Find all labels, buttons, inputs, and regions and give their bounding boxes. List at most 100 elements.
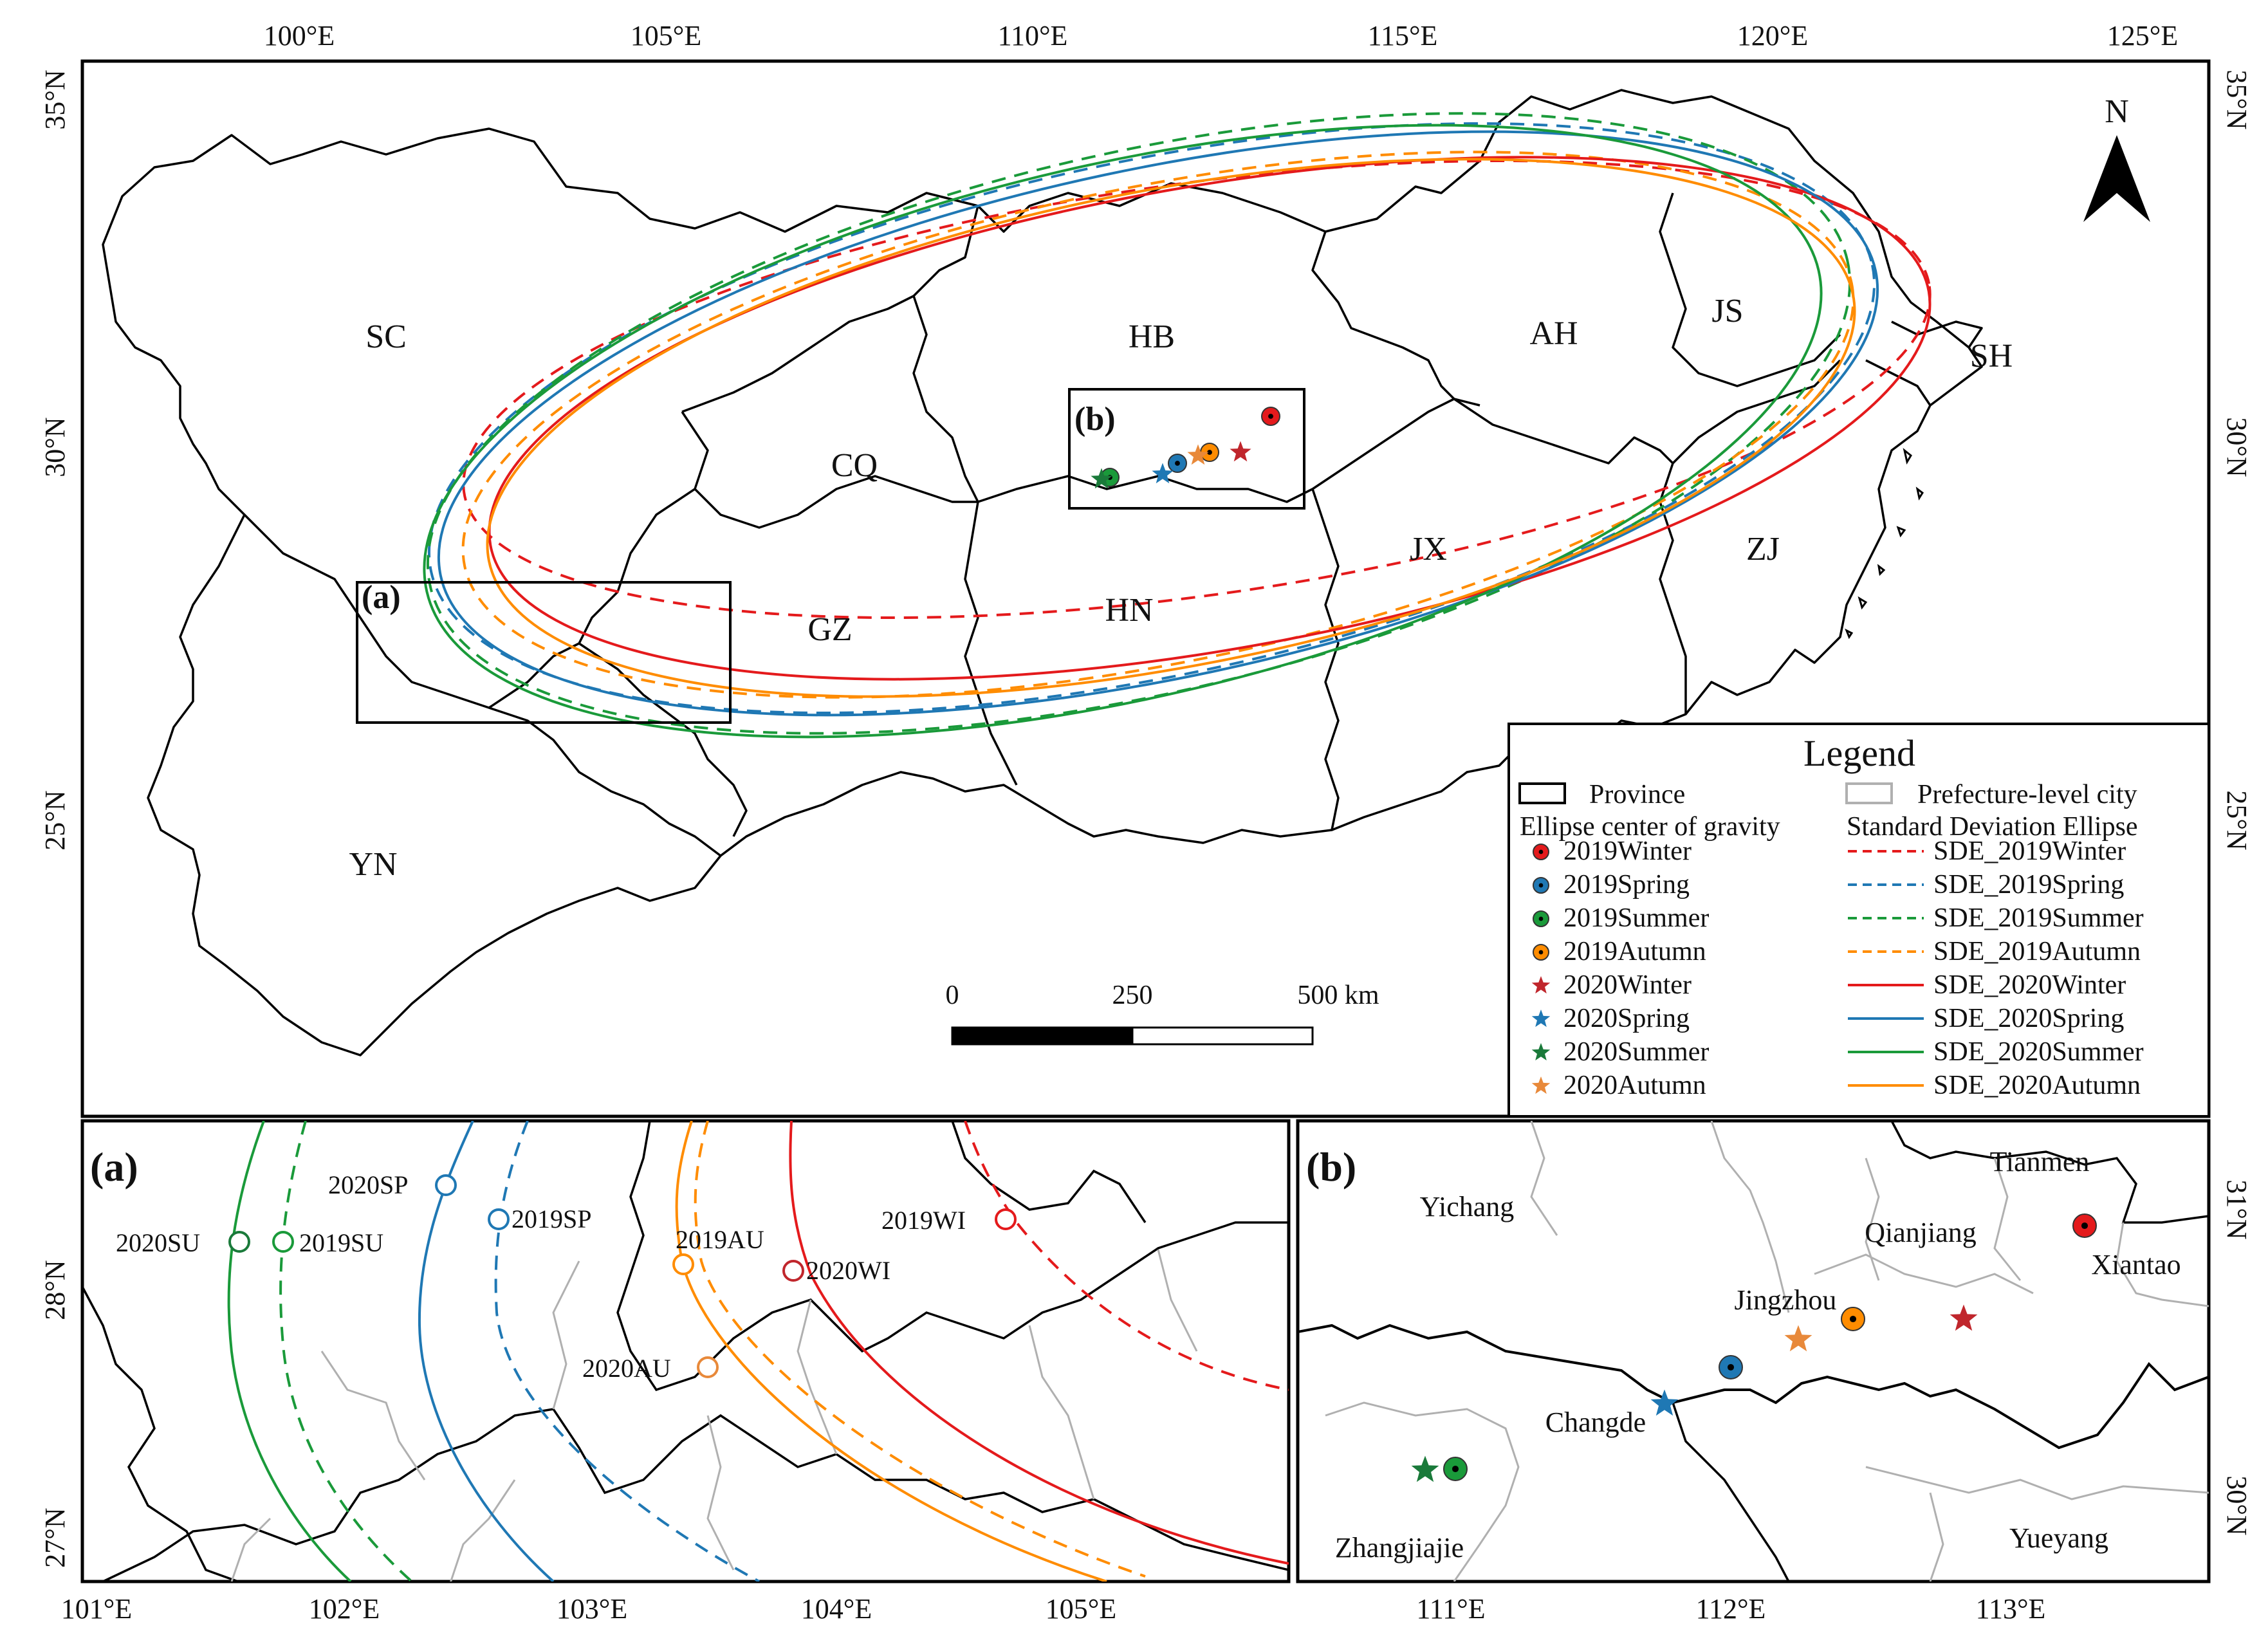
boundary-gz-yn — [578, 642, 748, 837]
city-label-changde: Changde — [1545, 1407, 1646, 1438]
legend-center-label-2019summer: 2019Summer — [1563, 903, 1709, 933]
ellipse-sde-2019autumn — [461, 151, 1855, 699]
inset-a-arc-sde-2019spring — [494, 1121, 760, 1582]
inset-a-point-2019wi — [995, 1208, 1017, 1230]
main-map-centers — [1091, 407, 1280, 489]
main-center-2020spring — [1152, 463, 1174, 484]
main-center-2019spring — [1168, 454, 1187, 473]
inset-a-boundaries — [82, 1121, 1289, 1582]
north-arrow-right-half — [2117, 135, 2150, 222]
inset-b: (b) Yichang Tianmen Qianjiang Xiantao Ji… — [1296, 1119, 2253, 1625]
inset-b-center-2019winter — [2072, 1213, 2097, 1238]
inset-a-arc-sde-2019winter — [964, 1121, 1289, 1391]
ellipse-sde-2020spring — [437, 130, 1879, 717]
province-label-zj: ZJ — [1746, 531, 1780, 567]
main-center-2020autumn — [1187, 444, 1209, 465]
inset-b-boundaries — [1298, 1121, 2209, 1582]
inset-a-point-label-2020sp: 2020SP — [328, 1170, 409, 1199]
legend-city-label: Prefecture-level city — [1917, 780, 2137, 809]
province-label-js: JS — [1711, 293, 1743, 329]
legend-ellipse-label-sde-2020autumn: SDE_2020Autumn — [1933, 1071, 2141, 1100]
legend-ellipse-label-sde-2020winter: SDE_2020Winter — [1933, 970, 2126, 1000]
legend-center-label-2020spring: 2020Spring — [1563, 1004, 1690, 1033]
inset-b-center-2019spring — [1719, 1355, 1743, 1379]
legend-title: Legend — [1803, 732, 1915, 774]
lat-tick-35n-right: 35°N — [2221, 69, 2253, 129]
province-label-sc: SC — [365, 318, 407, 355]
scale-bar: 0 250 500 km — [946, 981, 1379, 1046]
legend-center-label-2019autumn: 2019Autumn — [1563, 937, 1706, 966]
legend-center-label-2020autumn: 2020Autumn — [1563, 1071, 1706, 1100]
scale-bar-dark-segment — [951, 1026, 1134, 1046]
inset-a-ellipse-arcs — [227, 1121, 1289, 1582]
inset-a-point-2019sp — [488, 1208, 510, 1230]
inset-b-centers — [1411, 1213, 2097, 1482]
inset-b-lon-tick-112e: 112°E — [1696, 1593, 1766, 1625]
province-label-ah: AH — [1529, 315, 1578, 352]
legend-city-swatch — [1845, 782, 1893, 804]
boundary-hb-jx — [1312, 398, 1480, 490]
province-label-hn: HN — [1105, 592, 1153, 629]
ellipse-sde-2020summer — [423, 124, 1823, 739]
legend-ellipse-label-sde-2020spring: SDE_2020Spring — [1933, 1004, 2124, 1033]
inset-a-point-2019su — [272, 1231, 294, 1253]
legend-ellipse-label-sde-2019winter: SDE_2019Winter — [1933, 836, 2126, 866]
north-arrow-left-half — [2083, 135, 2117, 222]
legend-center-marker-2020spring — [1531, 1010, 1551, 1028]
inset-b-lon-ticks: 111°E 112°E 113°E — [1416, 1593, 2045, 1625]
legend-center-label-2020summer: 2020Summer — [1563, 1037, 1709, 1067]
inset-a-point-label-2019su: 2019SU — [299, 1228, 383, 1257]
inset-a-lat-tick-28n: 28°N — [39, 1260, 71, 1320]
inset-a-lon-ticks: 101°E 102°E 103°E 104°E 105°E — [61, 1593, 1116, 1625]
legend: Legend Province Prefecture-level city El… — [1507, 723, 2210, 1118]
province-label-yn: YN — [349, 846, 397, 883]
scale-bar-light-segment — [1131, 1026, 1314, 1046]
inset-a-point-2020su — [228, 1231, 250, 1253]
boundary-cq-hb — [912, 295, 979, 503]
boundary-cq-gz — [694, 475, 978, 529]
inset-a-arc-sde-2020winter — [789, 1121, 1289, 1565]
province-label-gz: GZ — [807, 611, 852, 648]
inset-a-point-2020wi — [782, 1260, 804, 1282]
legend-ellipse-label-sde-2019summer: SDE_2019Summer — [1933, 903, 2144, 933]
legend-center-marker-2019autumn — [1533, 944, 1549, 961]
inset-b-center-2019summer — [1443, 1457, 1468, 1481]
inset-a-arc-sde-2019autumn — [694, 1121, 1146, 1578]
inset-a-lat-ticks: 28°N 27°N — [39, 1260, 71, 1567]
legend-center-label-2019winter: 2019Winter — [1563, 836, 1692, 866]
inset-a-arc-sde-2019summer — [279, 1121, 413, 1582]
main-map-lat-ticks-left: 35°N 30°N 25°N — [39, 69, 71, 850]
legend-center-marker-2019winter — [1533, 844, 1549, 860]
inset-b-lat-tick-31n: 31°N — [2221, 1179, 2253, 1239]
lat-tick-30n-left: 30°N — [39, 417, 71, 477]
legend-ellipses-list: SDE_2019Winter SDE_2019Spring SDE_2019Summ… — [1848, 836, 2144, 1100]
extent-box-b — [1068, 388, 1305, 510]
province-boundaries — [102, 89, 1983, 1056]
lat-tick-25n-left: 25°N — [39, 790, 71, 850]
city-label-tianmen: Tianmen — [1990, 1146, 2090, 1177]
scale-label-250: 250 — [1112, 981, 1153, 1010]
boundary-hn-jx — [1311, 488, 1340, 831]
legend-center-marker-2020autumn — [1531, 1076, 1551, 1094]
lon-tick-100e: 100°E — [264, 20, 335, 51]
legend-ellipse-label-sde-2019spring: SDE_2019Spring — [1933, 870, 2124, 899]
inset-a-point-2020au — [697, 1356, 719, 1378]
legend-center-marker-2019summer — [1533, 910, 1549, 927]
boundary-js-sh — [1891, 320, 1983, 348]
boundary-sc-yn — [243, 513, 722, 857]
inset-b-lon-tick-113e: 113°E — [1976, 1593, 2046, 1625]
city-label-yichang: Yichang — [1420, 1191, 1515, 1222]
boundary-ah-zj — [1672, 359, 1841, 465]
inset-a-points: 2020SU 2019SU 2020SP 2019SP 2019AU 2020WI 2019… — [116, 1170, 1017, 1383]
legend-ellipse-label-sde-2020summer: SDE_2020Summer — [1933, 1037, 2144, 1067]
inset-a-lon-tick-103e: 103°E — [557, 1593, 627, 1625]
inset-a-lon-tick-104e: 104°E — [801, 1593, 872, 1625]
boundary-gz-hn — [964, 501, 1018, 786]
inset-b-city-labels: Yichang Tianmen Qianjiang Xiantao Jingzh… — [1335, 1146, 2181, 1564]
inset-a-lat-tick-27n: 27°N — [39, 1508, 71, 1567]
boundary-hb-ah — [1311, 231, 1455, 400]
inset-a-lon-tick-101e: 101°E — [61, 1593, 132, 1625]
city-label-qianjiang: Qianjiang — [1865, 1217, 1977, 1248]
